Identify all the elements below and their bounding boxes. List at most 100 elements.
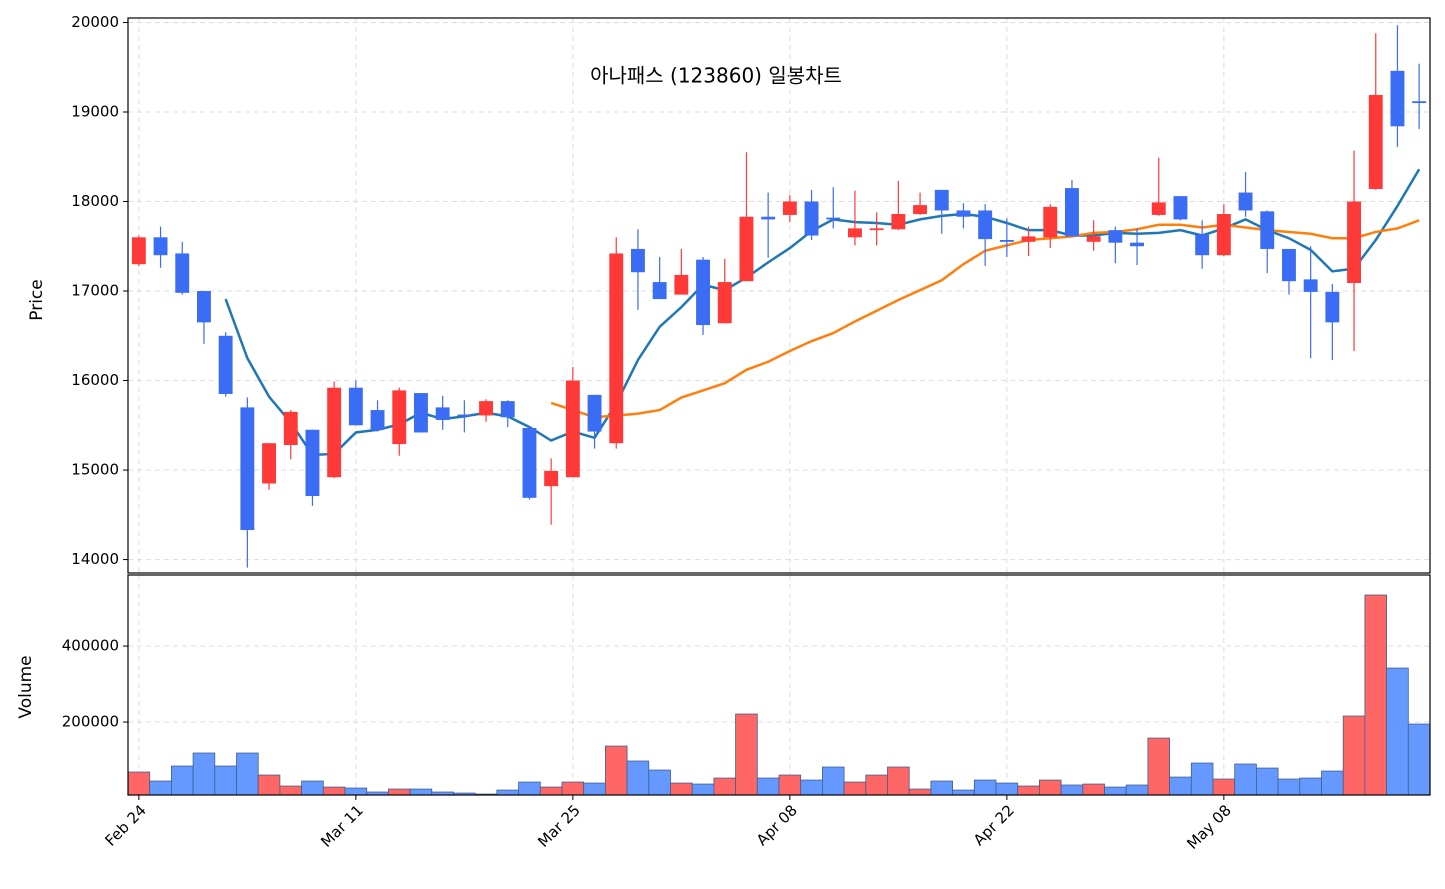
- x-tick-label: Apr 22: [970, 801, 1018, 849]
- volume-bar: [713, 777, 737, 796]
- candle-body: [804, 201, 819, 236]
- volume-bar: [887, 766, 910, 796]
- volume-bar: [1299, 777, 1322, 796]
- volume-bar: [800, 779, 823, 796]
- candle-body: [1216, 214, 1231, 256]
- volume-bar: [1256, 767, 1279, 796]
- candle-body: [262, 443, 276, 484]
- candle-body: [956, 210, 971, 217]
- y-tick-label: 14000: [71, 550, 119, 568]
- candle-body: [153, 237, 168, 256]
- candle-body: [717, 282, 732, 324]
- panel-frame: [127, 574, 1431, 796]
- candle-body: [370, 410, 385, 430]
- candle-body: [1260, 211, 1275, 249]
- candle-body: [1151, 202, 1166, 215]
- volume-bar: [670, 782, 693, 796]
- volume-bar: [865, 774, 888, 796]
- candle-body: [435, 407, 450, 420]
- candle-body: [848, 228, 862, 238]
- volume-bar: [583, 782, 606, 796]
- volume-bar: [1212, 778, 1236, 796]
- volume-bar: [279, 785, 302, 796]
- x-tick-label: May 08: [1183, 801, 1235, 853]
- candle-body: [522, 427, 537, 498]
- volume-bar: [648, 769, 671, 796]
- y-tick-label: 400000: [62, 637, 119, 655]
- y-tick-label: 18000: [71, 192, 119, 210]
- candle-body: [631, 248, 645, 273]
- candle-body: [500, 401, 515, 418]
- y-tick-label: 16000: [71, 371, 119, 389]
- volume-bar: [301, 780, 324, 796]
- candle-body: [782, 201, 797, 215]
- candle-body: [1173, 196, 1188, 220]
- candle-body: [1347, 201, 1361, 283]
- volume-bar: [1342, 715, 1366, 796]
- volume-bar: [344, 787, 368, 796]
- volume-bar: [930, 780, 954, 796]
- candle-body: [1412, 101, 1427, 104]
- y-axis-label: Price: [27, 279, 47, 320]
- y-tick-label: 15000: [71, 461, 119, 479]
- chart-title: 아나패스 (123860) 일봉차트: [590, 64, 842, 88]
- volume-bar: [1190, 762, 1214, 796]
- volume-bar: [691, 783, 715, 796]
- volume-bar: [605, 745, 628, 796]
- volume-bar: [973, 779, 997, 796]
- x-tick-label: Feb 24: [101, 801, 149, 849]
- y-tick-label: 17000: [71, 282, 119, 300]
- candle-body: [283, 411, 298, 445]
- candle-body: [1238, 192, 1253, 211]
- volume-bar: [192, 752, 216, 796]
- candle-body: [218, 335, 233, 394]
- y-tick-label: 19000: [71, 102, 119, 120]
- x-tick-label: Mar 11: [317, 801, 367, 851]
- candle-body: [1282, 248, 1296, 282]
- candle-body: [826, 217, 841, 220]
- x-tick-label: Apr 08: [753, 801, 801, 849]
- candle-body: [674, 274, 689, 295]
- y-axis-label: Volume: [16, 655, 36, 718]
- candle-body: [609, 253, 624, 444]
- volume-bar: [214, 765, 237, 796]
- volume-bar: [127, 771, 151, 796]
- candle-body: [1086, 236, 1101, 242]
- candle-body: [1195, 234, 1210, 256]
- volume-bar: [1234, 763, 1257, 796]
- candle-body: [197, 291, 211, 323]
- volume-bar: [322, 786, 346, 796]
- volume-bar: [496, 789, 519, 796]
- volume-bar: [236, 752, 259, 796]
- volume-bar: [1386, 667, 1409, 796]
- volume-bar: [843, 781, 867, 796]
- volume-bar: [1125, 784, 1149, 796]
- volume-bar: [257, 774, 281, 796]
- candle-body: [1368, 94, 1383, 189]
- volume-bar: [1039, 779, 1062, 796]
- volume-bar: [170, 765, 194, 796]
- candle-body: [652, 282, 667, 300]
- candle-body: [1130, 242, 1144, 247]
- volume-bar: [908, 788, 932, 796]
- volume-bar: [1364, 594, 1388, 796]
- volume-bar: [995, 782, 1019, 796]
- volume-bar: [1277, 778, 1301, 796]
- candle-body: [761, 216, 776, 220]
- candle-body: [327, 387, 342, 478]
- volume-bar: [1104, 786, 1127, 796]
- volume-bar: [778, 774, 802, 796]
- candle-body: [1043, 206, 1058, 238]
- candle-body: [978, 210, 993, 240]
- candle-body: [1021, 236, 1036, 242]
- candle-body: [913, 205, 927, 215]
- candle-body: [479, 401, 493, 416]
- candle-body: [131, 237, 146, 265]
- candle-body: [1303, 279, 1318, 292]
- y-tick-label: 200000: [62, 713, 119, 731]
- volume-bar: [1407, 723, 1431, 796]
- candle-body: [544, 470, 559, 487]
- candle-body: [305, 429, 320, 497]
- volume-bar: [1147, 737, 1171, 796]
